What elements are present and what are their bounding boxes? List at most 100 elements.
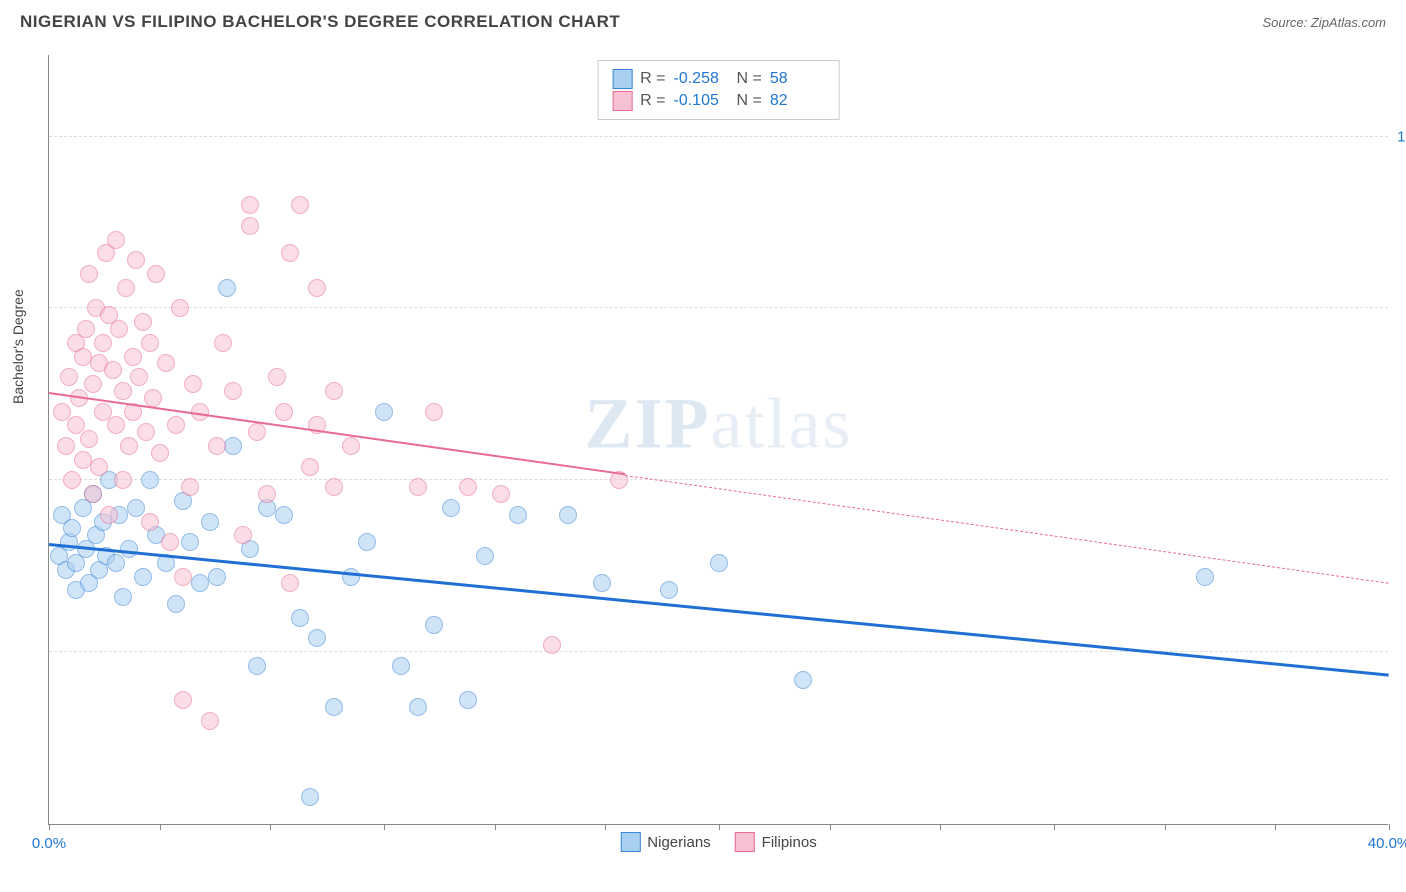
data-point: [107, 231, 125, 249]
data-point: [201, 712, 219, 730]
data-point: [342, 568, 360, 586]
data-point: [291, 196, 309, 214]
x-tick: [719, 824, 720, 830]
data-point: [134, 568, 152, 586]
watermark: ZIPatlas: [585, 383, 853, 466]
data-point: [84, 485, 102, 503]
data-point: [301, 458, 319, 476]
x-tick: [384, 824, 385, 830]
data-point: [181, 478, 199, 496]
data-point: [442, 499, 460, 517]
legend-item: Nigerians: [620, 832, 710, 852]
r-value: -0.105: [674, 92, 729, 110]
data-point: [167, 595, 185, 613]
data-point: [208, 437, 226, 455]
x-tick: [160, 824, 161, 830]
legend-swatch: [735, 832, 755, 852]
data-point: [375, 403, 393, 421]
data-point: [130, 368, 148, 386]
data-point: [224, 382, 242, 400]
n-value: 58: [770, 70, 825, 88]
y-axis-label: Bachelor's Degree: [10, 289, 26, 404]
data-point: [241, 196, 259, 214]
r-label: R =: [640, 92, 665, 110]
data-point: [509, 506, 527, 524]
data-point: [281, 574, 299, 592]
x-tick: [1389, 824, 1390, 830]
n-value: 82: [770, 92, 825, 110]
data-point: [114, 588, 132, 606]
legend-item: Filipinos: [735, 832, 817, 852]
data-point: [308, 629, 326, 647]
data-point: [425, 616, 443, 634]
n-label: N =: [737, 92, 762, 110]
data-point: [74, 348, 92, 366]
data-point: [459, 691, 477, 709]
data-point: [301, 788, 319, 806]
data-point: [275, 506, 293, 524]
x-tick: [940, 824, 941, 830]
data-point: [325, 382, 343, 400]
data-point: [63, 471, 81, 489]
data-point: [60, 368, 78, 386]
data-point: [77, 320, 95, 338]
data-point: [208, 568, 226, 586]
data-point: [171, 299, 189, 317]
data-point: [543, 636, 561, 654]
series-legend: Nigerians Filipinos: [620, 832, 816, 852]
data-point: [794, 671, 812, 689]
data-point: [593, 574, 611, 592]
x-tick: [270, 824, 271, 830]
chart-source: Source: ZipAtlas.com: [1262, 15, 1386, 30]
data-point: [127, 251, 145, 269]
data-point: [218, 279, 236, 297]
data-point: [660, 581, 678, 599]
data-point: [141, 334, 159, 352]
data-point: [325, 478, 343, 496]
gridline: [49, 479, 1388, 480]
data-point: [308, 279, 326, 297]
data-point: [57, 437, 75, 455]
x-tick: [605, 824, 606, 830]
data-point: [100, 506, 118, 524]
x-tick: [830, 824, 831, 830]
data-point: [342, 437, 360, 455]
data-point: [459, 478, 477, 496]
data-point: [80, 430, 98, 448]
data-point: [174, 691, 192, 709]
data-point: [409, 478, 427, 496]
data-point: [476, 547, 494, 565]
data-point: [181, 533, 199, 551]
x-tick: [1165, 824, 1166, 830]
data-point: [241, 217, 259, 235]
chart-title: NIGERIAN VS FILIPINO BACHELOR'S DEGREE C…: [20, 12, 620, 32]
data-point: [120, 540, 138, 558]
x-tick: [49, 824, 50, 830]
data-point: [268, 368, 286, 386]
gridline: [49, 136, 1388, 137]
trend-line: [625, 475, 1389, 584]
x-tick: [495, 824, 496, 830]
data-point: [710, 554, 728, 572]
data-point: [94, 334, 112, 352]
data-point: [559, 506, 577, 524]
data-point: [90, 458, 108, 476]
data-point: [134, 313, 152, 331]
data-point: [184, 375, 202, 393]
x-tick-label: 0.0%: [32, 835, 66, 852]
data-point: [144, 389, 162, 407]
data-point: [147, 265, 165, 283]
legend-row: R =-0.258N =58: [612, 69, 825, 89]
data-point: [141, 471, 159, 489]
legend-swatch: [620, 832, 640, 852]
data-point: [80, 265, 98, 283]
gridline: [49, 651, 1388, 652]
data-point: [392, 657, 410, 675]
data-point: [214, 334, 232, 352]
legend-swatch: [612, 91, 632, 111]
data-point: [114, 471, 132, 489]
data-point: [151, 444, 169, 462]
data-point: [157, 354, 175, 372]
trend-line: [49, 392, 625, 475]
data-point: [1196, 568, 1214, 586]
